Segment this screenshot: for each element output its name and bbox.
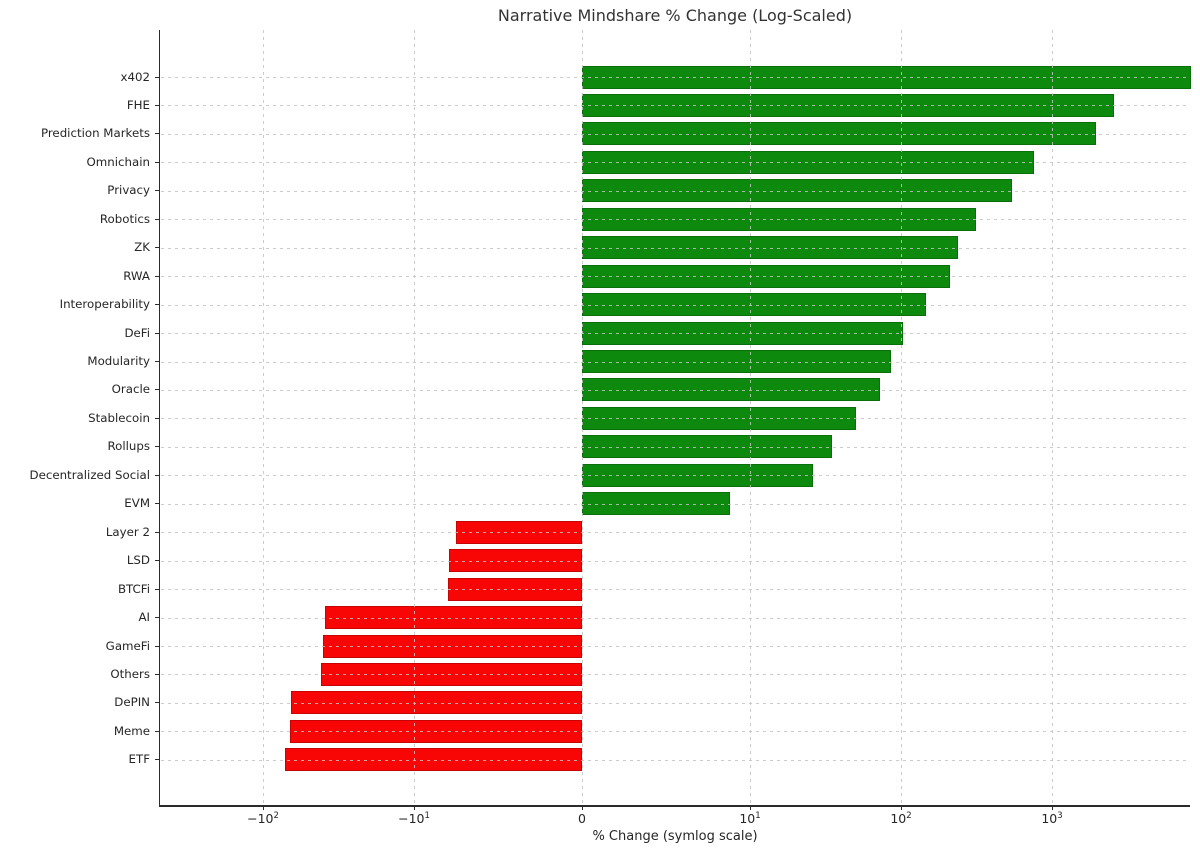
y-tick-label: Privacy: [107, 183, 150, 198]
y-tick-label: Decentralized Social: [29, 467, 151, 482]
x-tick-mark: [1051, 805, 1053, 810]
y-tick-label: ZK: [134, 240, 150, 255]
y-tick-mark: [155, 304, 160, 306]
x-tick-label: 102: [890, 811, 912, 827]
y-tick-label: DeFi: [124, 325, 150, 340]
x-tick-mark: [262, 805, 264, 810]
y-tick-mark: [155, 588, 160, 590]
y-tick-label: x402: [120, 69, 151, 84]
y-tick-label: Layer 2: [105, 524, 150, 539]
y-tick-mark: [155, 104, 160, 106]
x-axis-label: % Change (symlog scale): [592, 829, 758, 844]
y-tick-label: Robotics: [99, 211, 150, 226]
y-tick-mark: [155, 389, 160, 391]
y-axis-spine: [158, 30, 160, 805]
y-tick-label: BTCFi: [117, 581, 150, 596]
y-tick-mark: [155, 190, 160, 192]
y-tick-label: Meme: [113, 723, 150, 738]
y-tick-mark: [155, 560, 160, 562]
y-tick-mark: [155, 474, 160, 476]
v-gridline: [750, 30, 751, 805]
h-gridline: [161, 219, 1190, 221]
h-gridline: [161, 133, 1190, 135]
y-tick-mark: [155, 759, 160, 761]
y-tick-label: Interoperability: [59, 297, 150, 312]
h-gridline: [161, 389, 1190, 391]
y-tick-mark: [155, 275, 160, 277]
h-gridline: [161, 475, 1190, 477]
h-gridline: [161, 532, 1190, 534]
h-gridline: [161, 190, 1190, 192]
y-tick-mark: [155, 332, 160, 334]
x-tick-mark: [413, 805, 415, 810]
h-gridline: [161, 674, 1190, 676]
h-gridline: [161, 759, 1190, 761]
x-axis-spine: [158, 805, 1190, 807]
v-gridline: [414, 30, 415, 805]
y-tick-label: Rollups: [107, 439, 150, 454]
y-tick-label: LSD: [126, 553, 150, 568]
v-gridline: [263, 30, 264, 805]
x-tick-mark: [749, 805, 751, 810]
h-gridline: [161, 646, 1190, 647]
v-gridline: [901, 30, 902, 805]
y-tick-label: Prediction Markets: [40, 126, 150, 141]
chart-title: Narrative Mindshare % Change (Log-Scaled…: [497, 6, 853, 25]
h-gridline: [161, 617, 1190, 619]
y-tick-label: Modularity: [87, 354, 150, 368]
y-tick-mark: [155, 133, 160, 135]
v-gridline: [582, 30, 583, 805]
h-gridline: [161, 361, 1190, 363]
x-tick-label: −101: [398, 811, 430, 827]
y-tick-mark: [155, 218, 160, 220]
y-tick-label: Others: [110, 666, 150, 681]
h-gridline: [161, 589, 1190, 591]
h-gridline: [161, 105, 1190, 107]
h-gridline: [161, 276, 1190, 278]
h-gridline: [161, 503, 1190, 505]
y-tick-mark: [155, 161, 160, 163]
y-tick-mark: [155, 446, 160, 448]
y-tick-mark: [155, 247, 160, 249]
v-gridline: [1052, 30, 1053, 805]
h-gridline: [161, 162, 1190, 164]
y-tick-mark: [155, 702, 160, 704]
y-tick-mark: [155, 503, 160, 505]
y-tick-mark: [155, 673, 160, 675]
x-tick-label: 101: [739, 811, 761, 827]
y-tick-mark: [155, 76, 160, 78]
h-gridline: [161, 418, 1190, 420]
h-gridline: [161, 77, 1190, 78]
h-gridline: [161, 304, 1190, 306]
x-tick-label: −102: [247, 811, 279, 827]
y-tick-label: RWA: [123, 268, 150, 283]
h-gridline: [161, 702, 1190, 704]
y-tick-mark: [155, 531, 160, 533]
y-tick-label: AI: [138, 610, 150, 625]
h-gridline: [161, 560, 1190, 562]
y-tick-label: Stablecoin: [88, 410, 150, 425]
y-tick-mark: [155, 617, 160, 619]
h-gridline: [161, 446, 1190, 448]
h-gridline: [161, 333, 1190, 335]
y-tick-label: ETF: [128, 752, 150, 767]
y-tick-label: DePIN: [114, 695, 150, 710]
y-tick-mark: [155, 361, 160, 362]
y-tick-label: EVM: [124, 496, 150, 511]
x-tick-mark: [581, 805, 583, 810]
y-tick-label: Oracle: [111, 382, 150, 397]
x-tick-label: 0: [578, 811, 586, 826]
y-tick-mark: [155, 417, 160, 419]
y-tick-label: Omnichain: [86, 154, 150, 169]
h-gridline: [161, 731, 1190, 733]
h-gridline: [161, 247, 1190, 249]
x-tick-label: 103: [1041, 811, 1063, 827]
y-tick-label: FHE: [126, 97, 150, 112]
y-tick-label: GameFi: [105, 638, 150, 653]
x-tick-mark: [900, 805, 902, 810]
y-tick-mark: [155, 730, 160, 732]
y-tick-mark: [155, 645, 160, 647]
